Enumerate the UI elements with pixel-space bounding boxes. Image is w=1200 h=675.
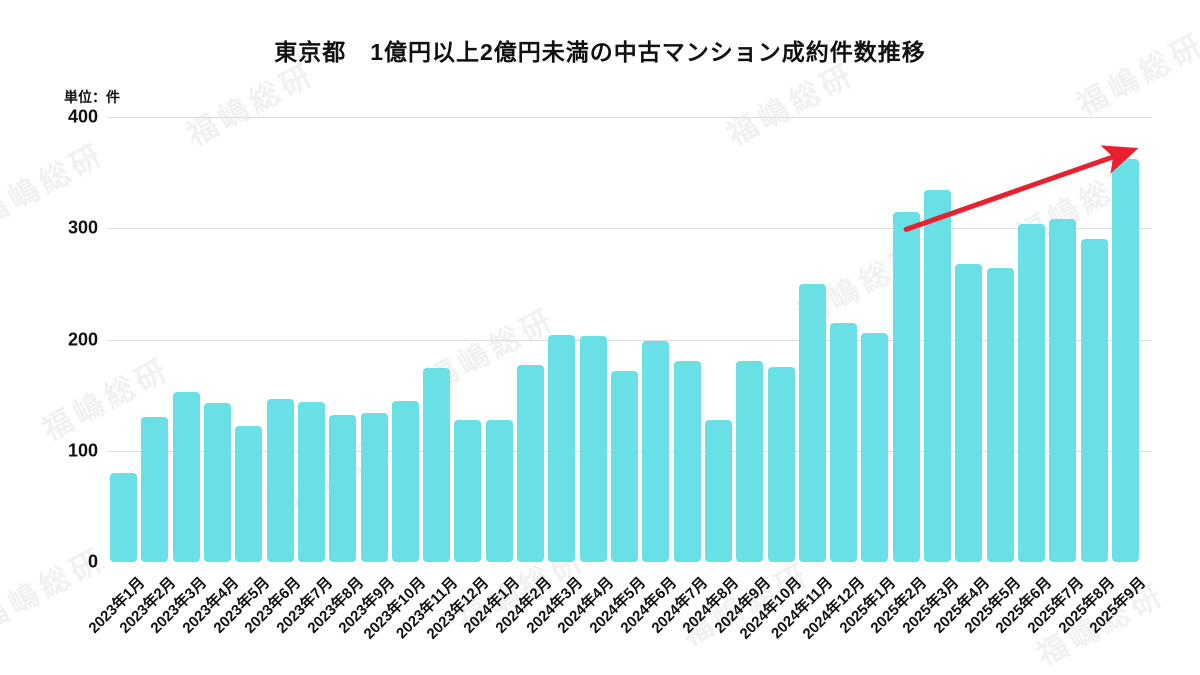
- gridline-300: [108, 228, 1152, 230]
- bar-2023年2月: [141, 417, 169, 562]
- bar-2025年8月: [1080, 239, 1108, 562]
- bar-2023年12月: [454, 419, 482, 562]
- bar-2024年7月: [673, 360, 701, 562]
- bar-2023年3月: [172, 391, 200, 562]
- bar-2025年5月: [986, 268, 1014, 562]
- bar-2024年12月: [830, 322, 858, 562]
- bar-2023年9月: [360, 412, 388, 562]
- y-tick-400: 400: [67, 106, 98, 127]
- bar-2024年9月: [736, 360, 764, 562]
- bar-2025年1月: [861, 332, 889, 562]
- gridline-400: [108, 117, 1152, 118]
- unit-label: 単位：件: [64, 89, 120, 105]
- bar-2025年3月: [924, 190, 951, 562]
- bar-2024年5月: [610, 370, 638, 562]
- bar-2024年10月: [767, 367, 795, 562]
- bar-2024年11月: [798, 283, 826, 562]
- bar-2025年4月: [955, 263, 983, 562]
- watermark-text: 福嶋総研: [182, 57, 322, 153]
- y-tick-200: 200: [67, 329, 98, 349]
- bar-2024年4月: [579, 336, 607, 562]
- bar-2023年5月: [235, 426, 263, 562]
- y-tick-0: 0: [87, 551, 98, 572]
- watermark-text: 福嶋総研: [722, 57, 862, 153]
- gridline-200: [108, 339, 1152, 341]
- bar-2024年8月: [704, 419, 732, 562]
- bar-2025年2月: [892, 211, 920, 562]
- bar-2024年1月: [485, 419, 513, 562]
- chart-title: 東京都 1億円以上2億円未満の中古マンション成約件数推移: [274, 39, 926, 65]
- bar-2025年9月: [1111, 159, 1139, 562]
- y-tick-300: 300: [67, 217, 98, 238]
- bar-2023年10月: [391, 400, 419, 562]
- bar-2023年6月: [266, 398, 294, 562]
- bar-2025年7月: [1049, 219, 1077, 562]
- watermark-text: 福嶋総研: [1072, 27, 1200, 123]
- bar-2023年11月: [423, 368, 451, 562]
- bar-2023年1月: [110, 473, 138, 562]
- bar-2024年2月: [517, 365, 544, 562]
- y-tick-100: 100: [67, 440, 98, 461]
- bar-2025年6月: [1017, 223, 1045, 562]
- bar-2023年4月: [204, 402, 231, 562]
- bar-2023年8月: [329, 415, 357, 562]
- bar-2024年3月: [548, 335, 576, 562]
- bar-2024年6月: [642, 340, 670, 562]
- bar-2023年7月: [297, 401, 325, 562]
